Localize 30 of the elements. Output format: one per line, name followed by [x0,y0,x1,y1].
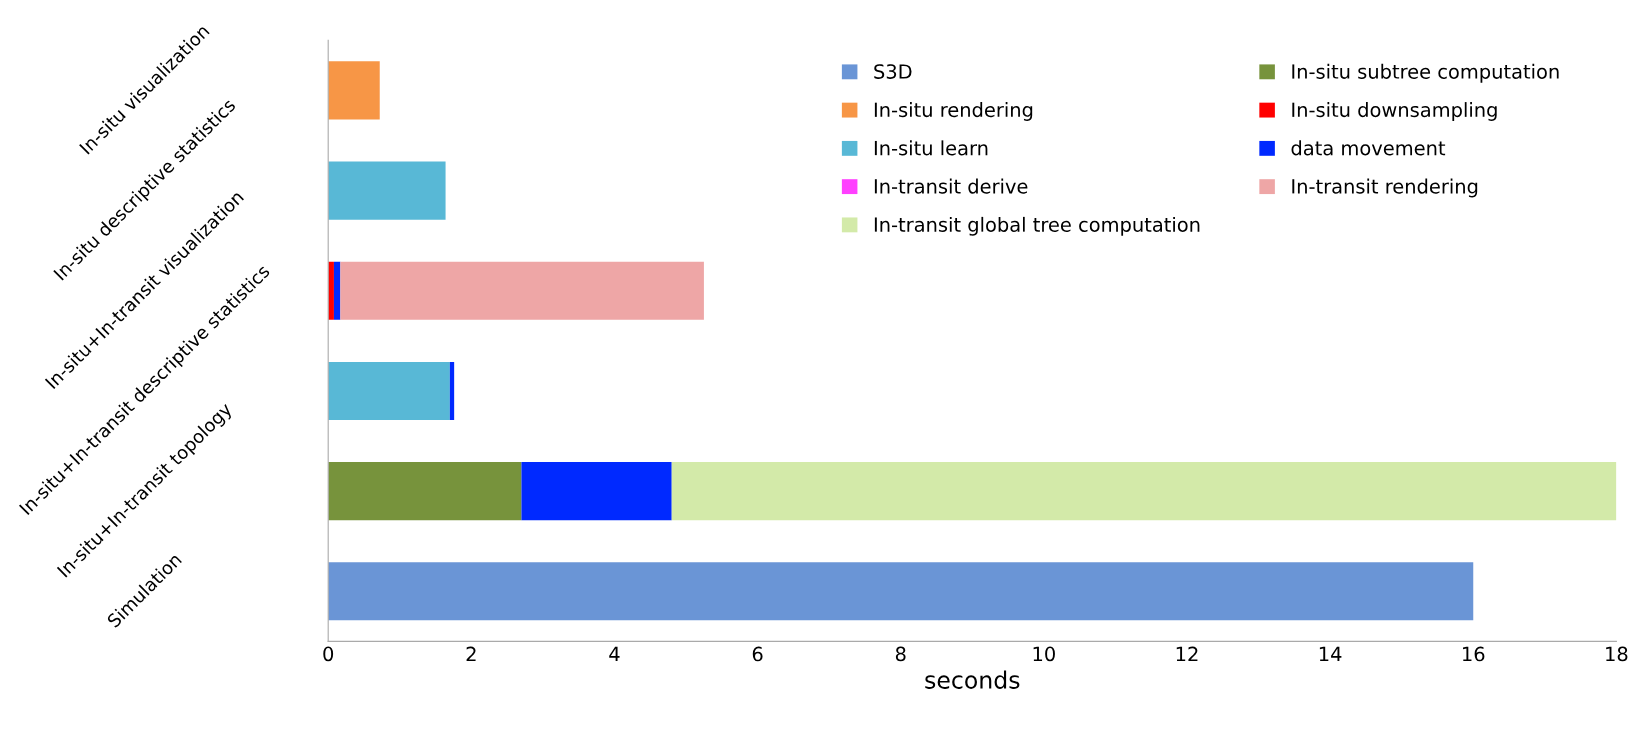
bar [333,261,341,320]
x-tick-label: 2 [466,646,476,662]
x-tick-label: 6 [752,646,763,662]
x-tick-label: 14 [1319,646,1342,662]
bar [340,261,704,320]
legend-label: In-situ rendering [874,102,1033,121]
x-tick-label: 18 [1606,646,1628,662]
bar [328,562,1474,621]
legend-label: In-transit rendering [1292,178,1478,198]
x-tick-label: 4 [609,646,620,662]
x-tick-label: 16 [1463,646,1485,662]
bar [328,462,522,521]
x-tick-label: 8 [895,646,906,662]
x-tick-label: 12 [1176,646,1198,662]
bar [328,61,380,120]
legend-label: In-situ downsampling [1292,102,1497,121]
bar [328,361,450,420]
bar [449,361,455,420]
bar [521,462,672,521]
x-tick-label: 0 [323,646,334,662]
legend-label: data movement [1291,140,1446,156]
legend-label: In-situ learn [874,140,988,156]
legend-label: In-transit global tree computation [874,216,1200,236]
legend-label: In-transit derive [874,178,1028,194]
x-tick-label: 10 [1033,646,1055,662]
bar [328,161,446,220]
x-axis-title: seconds [925,670,1020,689]
legend-label: In-situ subtree computation [1292,63,1559,83]
bar [671,462,1617,521]
legend-label: S3D [874,64,912,79]
